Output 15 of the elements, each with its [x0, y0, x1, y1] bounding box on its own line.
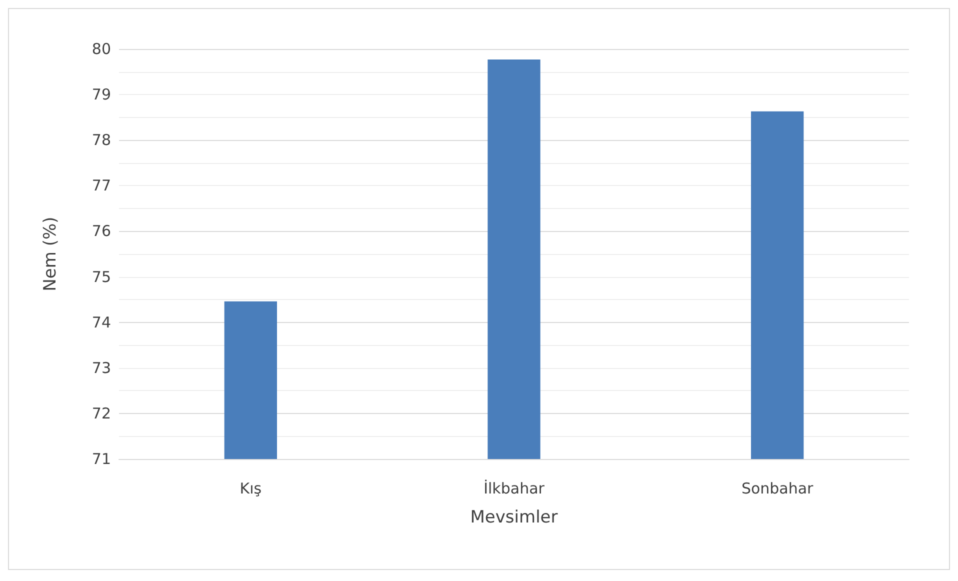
y-tick-label: 76: [92, 222, 111, 240]
y-tick-label: 72: [92, 404, 111, 422]
y-tick-label: 79: [92, 86, 111, 104]
y-tick-label: 73: [92, 358, 111, 377]
x-tick-label: Sonbahar: [741, 480, 814, 498]
y-tick-label: 80: [92, 40, 111, 58]
y-tick-label: 77: [92, 176, 111, 195]
x-tick-label: Kış: [240, 480, 262, 498]
y-tick-label: 71: [92, 450, 111, 468]
x-tick-label: İlkbahar: [484, 480, 546, 498]
y-tick-label: 74: [92, 313, 111, 332]
y-tick-label: 75: [92, 268, 111, 286]
y-axis-title: Nem (%): [40, 216, 60, 292]
x-axis-title: Mevsimler: [470, 508, 558, 528]
y-tick-label: 78: [92, 131, 111, 150]
